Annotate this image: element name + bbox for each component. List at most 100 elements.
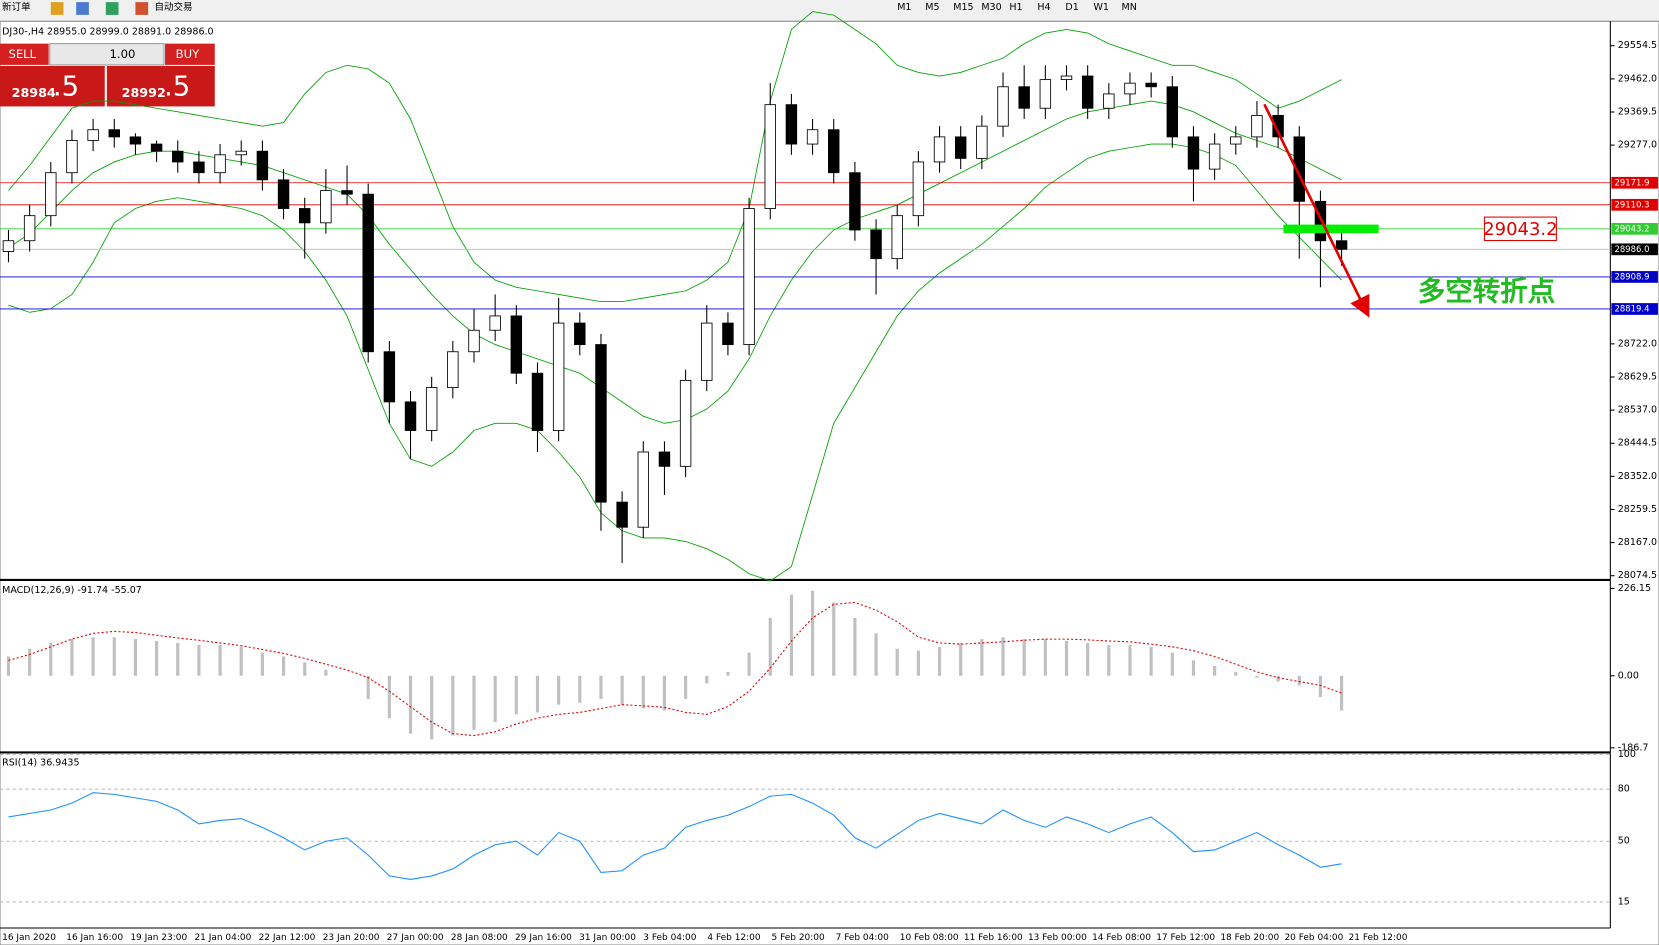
- candle-body: [997, 86, 1009, 127]
- candle-body: [806, 129, 819, 145]
- candle-body: [129, 136, 142, 145]
- timeframe-button[interactable]: D1: [1065, 2, 1078, 13]
- y-tick-label: 50: [1618, 836, 1630, 847]
- sell-price-frac[interactable]: .5: [53, 69, 79, 102]
- timeframe-button[interactable]: H4: [1037, 2, 1050, 13]
- y-tick-label: 29554.5: [1618, 40, 1657, 51]
- macd-bar: [916, 650, 920, 676]
- macd-bar: [70, 639, 74, 676]
- timeframe-button[interactable]: MN: [1122, 2, 1137, 13]
- highlight-bar: [1283, 224, 1379, 234]
- candle-body: [341, 190, 353, 195]
- icon[interactable]: [50, 2, 64, 15]
- macd-bar: [197, 644, 201, 676]
- candle-body: [552, 322, 565, 431]
- timeframe-button[interactable]: W1: [1093, 2, 1108, 13]
- y-tick-label: 15: [1618, 896, 1630, 907]
- new-order[interactable]: 新订单: [2, 1, 31, 13]
- timeframe-button[interactable]: H1: [1009, 2, 1022, 13]
- candle-body: [1230, 136, 1242, 145]
- sell-button[interactable]: [0, 43, 49, 65]
- x-tick-label: 13 Feb 00:00: [1028, 933, 1087, 943]
- x-tick-label: 22 Jan 12:00: [259, 933, 316, 943]
- candle-body: [616, 501, 628, 528]
- timeframe-button[interactable]: M15: [953, 2, 973, 13]
- macd-bar: [387, 675, 391, 719]
- lot-value[interactable]: 1.00: [110, 47, 136, 61]
- buy-button[interactable]: [165, 43, 215, 65]
- candle-body: [66, 140, 78, 174]
- macd-bar: [853, 617, 857, 676]
- candle-body: [701, 322, 713, 381]
- candle-body: [1103, 93, 1115, 109]
- x-tick-label: 5 Feb 20:00: [772, 933, 825, 943]
- macd-bar: [324, 669, 328, 676]
- candle-body: [954, 136, 967, 159]
- candle-body: [1018, 86, 1030, 109]
- candle-body: [658, 451, 671, 467]
- icon[interactable]: [135, 2, 149, 15]
- x-tick-label: 17 Feb 12:00: [1156, 933, 1215, 943]
- macd-bar: [493, 675, 497, 723]
- y-tick-label: 28074.5: [1618, 570, 1657, 581]
- macd-bar: [1107, 644, 1111, 676]
- level-tag: [1611, 243, 1658, 256]
- y-tick-label: 29277.0: [1618, 140, 1657, 151]
- candle-body: [214, 154, 226, 174]
- candle-body: [425, 387, 438, 431]
- timeframe-button[interactable]: M5: [925, 2, 939, 13]
- macd-bar: [599, 675, 603, 699]
- sell-price-main[interactable]: 28984: [12, 86, 56, 101]
- candle-body: [404, 401, 417, 431]
- macd-bar: [789, 594, 793, 676]
- icon[interactable]: [105, 2, 119, 15]
- macd-bar: [430, 675, 434, 740]
- timeframe-button[interactable]: M1: [897, 2, 911, 13]
- level-tag: [1611, 198, 1658, 211]
- level-label: 29171.9: [1615, 177, 1650, 187]
- sell-price[interactable]: [0, 65, 105, 107]
- y-tick-label: 226.15: [1618, 583, 1651, 594]
- candle-body: [849, 172, 861, 231]
- sell-label[interactable]: SELL: [8, 47, 36, 61]
- buy-label[interactable]: BUY: [176, 47, 200, 61]
- macd-bar: [408, 675, 413, 734]
- lot-input[interactable]: [49, 43, 165, 66]
- candle-body: [277, 179, 290, 209]
- bollinger-upper: [8, 11, 1342, 303]
- timeframe-button[interactable]: M30: [981, 2, 1001, 13]
- rsi-header: RSI(14) 36.9435: [2, 758, 79, 769]
- macd-bar: [684, 675, 688, 699]
- bollinger-lower: [8, 143, 1342, 582]
- candle-body: [870, 229, 882, 260]
- candle-body: [574, 322, 586, 346]
- level-label: 29043.2: [1615, 223, 1650, 233]
- candle-body: [637, 451, 649, 528]
- x-tick-label: 20 Feb 04:00: [1284, 933, 1343, 943]
- candle-body: [1293, 136, 1305, 202]
- candle-body: [912, 161, 925, 217]
- buy-price[interactable]: [106, 65, 215, 107]
- y-tick-label: 28167.0: [1618, 537, 1657, 548]
- macd-signal: [8, 601, 1342, 737]
- icon[interactable]: [76, 2, 89, 15]
- candle-body: [256, 150, 269, 181]
- macd-bar: [810, 590, 815, 676]
- macd-bar: [578, 675, 582, 703]
- auto-trade[interactable]: 自动交易: [154, 1, 192, 13]
- candle-body: [722, 322, 734, 346]
- candle-body: [1251, 114, 1263, 138]
- level-tag: [1611, 222, 1658, 235]
- x-tick-label: 10 Feb 08:00: [900, 933, 959, 943]
- y-tick-label: 100: [1618, 749, 1636, 760]
- price-annotation: 29043.2: [1483, 219, 1557, 240]
- x-tick-label: 11 Feb 16:00: [964, 933, 1023, 943]
- macd-bar: [1213, 666, 1217, 676]
- macd-bar: [472, 675, 476, 730]
- buy-price-main[interactable]: 28992: [122, 86, 166, 101]
- price-box: [1483, 216, 1557, 242]
- buy-price-frac[interactable]: .5: [164, 69, 190, 102]
- macd-bar: [1297, 675, 1301, 686]
- level-tag: [1611, 176, 1658, 189]
- macd-bar: [1234, 671, 1238, 676]
